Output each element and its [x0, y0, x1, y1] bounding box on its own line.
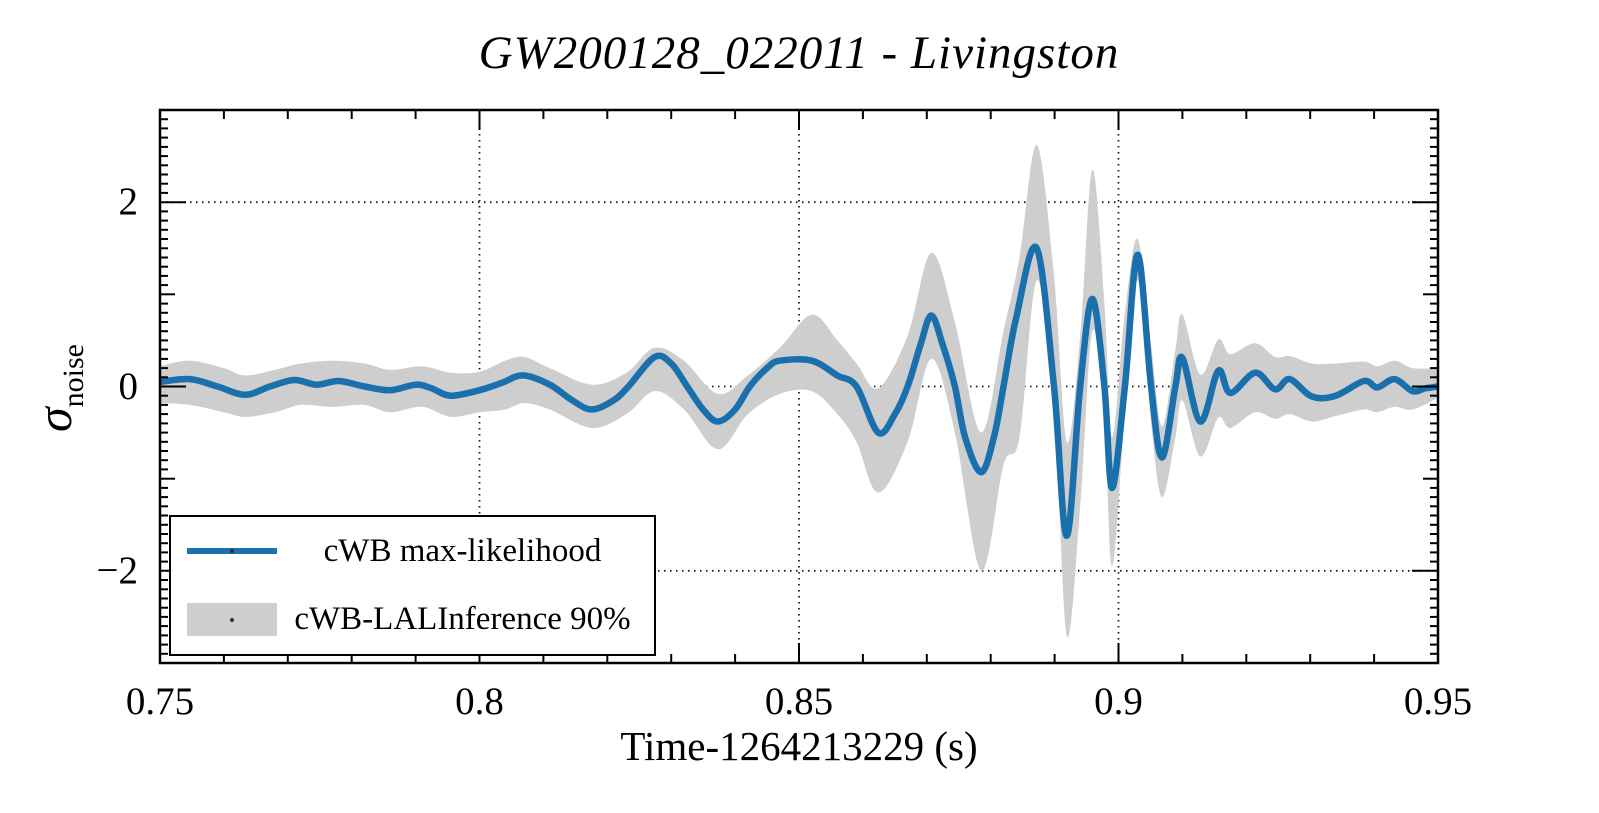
y-tick-label: 2: [118, 180, 139, 224]
x-axis-label: Time-1264213229 (s): [620, 723, 978, 769]
legend-line-swatch: [187, 548, 277, 555]
x-tick-label: 0.75: [125, 680, 195, 723]
x-tick-label: 0.95: [1403, 680, 1473, 723]
legend-entry-line: cWB max-likelihood: [171, 517, 654, 586]
x-tick-label: 0.9: [1094, 680, 1143, 723]
y-tick-label: −2: [96, 548, 139, 592]
legend-band-swatch: [187, 603, 277, 637]
legend: cWB max-likelihood cWB-LALInference 90%: [169, 515, 656, 656]
chart-title: GW200128_022011 - Livingston: [478, 27, 1120, 79]
legend-marker-dot: [230, 549, 234, 554]
legend-label-band: cWB-LALInference 90%: [294, 601, 631, 638]
x-tick-label: 0.8: [455, 680, 504, 723]
legend-entry-band: cWB-LALInference 90%: [171, 586, 654, 655]
legend-marker-dot: [230, 617, 234, 622]
x-tick-label: 0.85: [764, 680, 834, 723]
legend-label-line: cWB max-likelihood: [323, 532, 602, 569]
y-tick-label: 0: [118, 364, 139, 408]
